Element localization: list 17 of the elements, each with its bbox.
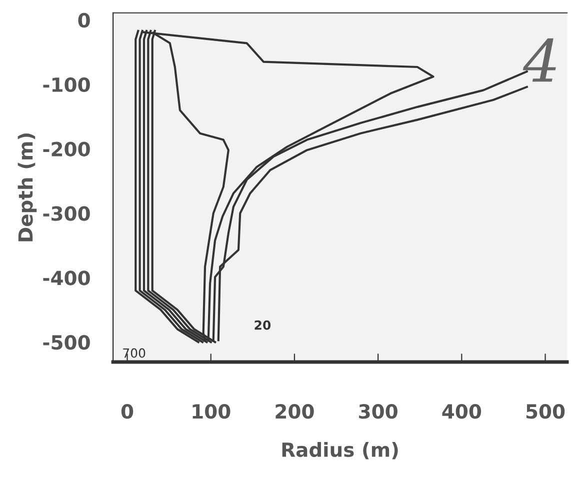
y-tick-label: 0 <box>78 12 90 28</box>
y-tick-label: -100 <box>43 77 90 92</box>
x-tick-label: 200 <box>276 404 314 419</box>
x-axis-title: Radius (m) <box>282 442 398 460</box>
y-tick-label: -400 <box>43 270 90 286</box>
y-axis-title: Depth (m) <box>18 134 37 242</box>
x-tick-label: 400 <box>442 404 482 419</box>
annotation: 20 <box>254 320 271 330</box>
x-tick-label: 0 <box>121 404 134 419</box>
y-tick-label: -500 <box>43 335 90 350</box>
annotation: 4 <box>522 38 556 82</box>
x-tick-label: 500 <box>526 404 565 419</box>
y-tick-label: -200 <box>43 142 90 156</box>
x-tick-label: 300 <box>359 404 398 419</box>
y-tick-label: -300 <box>43 206 90 221</box>
x-tick-label: 100 <box>192 404 230 419</box>
annotation: 700 <box>123 348 146 358</box>
